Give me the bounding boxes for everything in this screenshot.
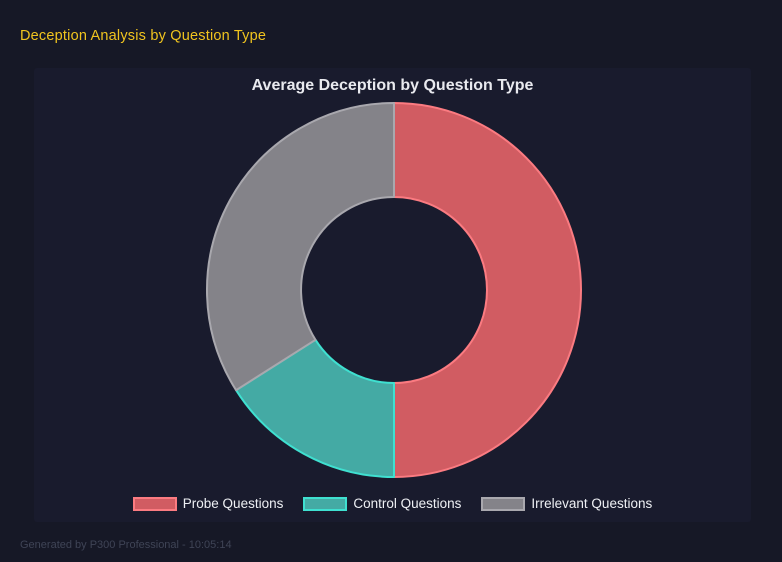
- legend-item-control[interactable]: Control Questions: [303, 496, 461, 511]
- footer-note: Generated by P300 Professional - 10:05:1…: [20, 539, 232, 551]
- legend-label-irrelevant: Irrelevant Questions: [531, 496, 653, 511]
- legend-item-irrelevant[interactable]: Irrelevant Questions: [481, 496, 652, 511]
- donut-segment-irrelevant-questions[interactable]: [206, 102, 395, 392]
- chart-panel: Average Deception by Question Type Probe…: [34, 68, 751, 522]
- legend-swatch-probe: [132, 496, 177, 511]
- page-title: Deception Analysis by Question Type: [20, 28, 267, 44]
- legend-label-control: Control Questions: [353, 496, 462, 511]
- legend-item-probe[interactable]: Probe Questions: [132, 496, 284, 511]
- chart-title: Average Deception by Question Type: [251, 77, 534, 94]
- legend-swatch-control: [303, 496, 348, 511]
- chart-legend: Probe Questions Control Questions Irrele…: [34, 496, 751, 511]
- donut-segment-probe-questions[interactable]: [393, 102, 582, 478]
- doughnut-chart: [206, 102, 582, 478]
- donut-segment-control-questions[interactable]: [235, 338, 395, 478]
- legend-label-probe: Probe Questions: [182, 496, 284, 511]
- legend-swatch-irrelevant: [481, 496, 526, 511]
